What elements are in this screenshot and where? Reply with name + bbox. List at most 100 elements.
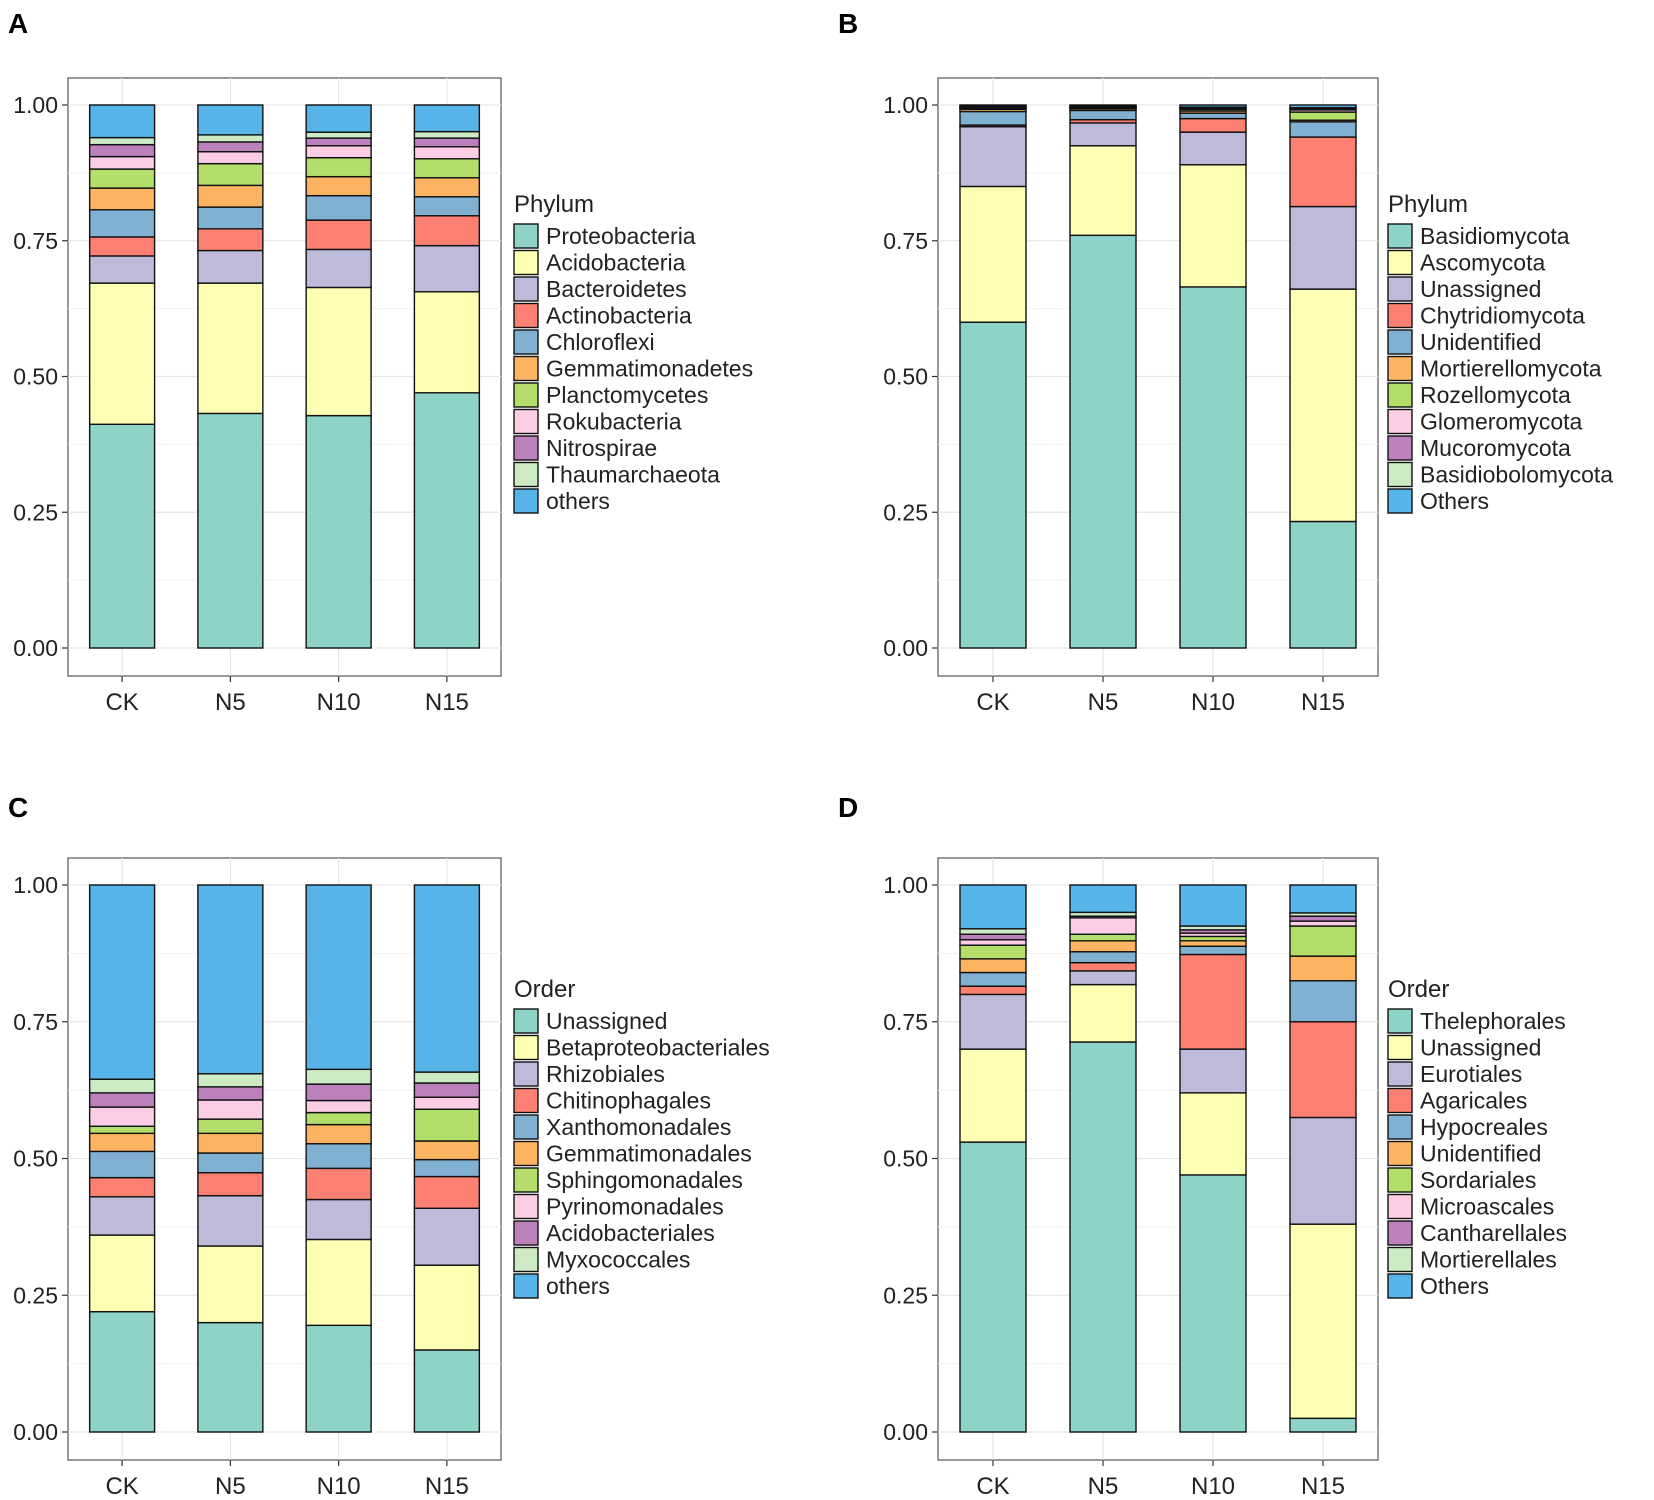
legend-swatch [513,461,539,488]
x-tick-label: N10 [317,1473,361,1500]
bar-segment-agaricales [1069,961,1137,972]
bar-segment-thelephorales [1069,1041,1137,1433]
legend-item-label: Chloroflexi [546,329,655,355]
legend-title: Order [1388,976,1449,1003]
bar-segment-sphingomonadales [197,1118,264,1135]
legend-item-label: others [546,488,610,514]
legend-item-label: Unidentified [1420,1141,1541,1167]
bar-segment-microascales [959,939,1027,946]
bar-segment-unassigned [305,1324,372,1433]
bar-segment-planctomycetes [197,162,264,187]
legend-swatch [1387,1114,1413,1140]
legend-item-label: Planctomycetes [546,382,708,408]
bar-segment-others [305,884,372,1071]
legend-item-label: Unassigned [1420,276,1541,302]
bar-segment-rokubacteria [413,146,481,160]
bar-segment-bacteroidetes [197,249,264,284]
legend-swatch [513,329,539,355]
legend-title: Phylum [1388,191,1468,218]
panel-label-d: D [838,792,859,823]
bar-segment-basidiomycota [1289,520,1357,649]
bar-segment-actinobacteria [305,219,372,251]
y-tick-label: 1.00 [13,92,58,118]
legend-item-label: Eurotiales [1420,1061,1522,1087]
bar-segment-xanthomonadales [88,1150,156,1179]
bar-segment-thaumarchaeota [305,131,372,139]
legend-swatch [1387,302,1413,329]
bar-segment-bacteroidetes [413,244,481,293]
legend-swatch [513,276,539,302]
bar-segment-proteobacteria [88,423,156,649]
bar-segment-others [959,884,1027,930]
bar-segment-acidobacteria [88,282,156,425]
legend-swatch [513,1220,539,1246]
legend-item-label: Agaricales [1420,1088,1527,1114]
legend-title: Order [514,976,575,1003]
chart-panel-a: 0.00 0.25 0.50 0.75 1.00 CK N5 N10 N15 Phylum Prot… [13,77,753,716]
bar-segment-unassigned [959,1048,1027,1143]
legend-item-label: Proteobacteria [546,223,696,249]
bar-segment-rhizobiales [88,1196,156,1236]
bar-segment-unassigned [1179,131,1247,166]
legend-swatch [513,1167,539,1193]
legend-item-label: Basidiomycota [1420,223,1570,249]
bar-segment-others [305,104,372,133]
bar-segment-others [197,104,264,136]
legend-item-label: Acidobacteria [546,250,686,276]
legend-swatch [513,1114,539,1140]
panel-label-b: B [838,8,859,39]
bar-segment-chitinophagales [197,1172,264,1197]
bar-segment-bacteroidetes [88,255,156,284]
y-tick-label: 0.50 [13,364,58,390]
bar-segment-sphingomonadales [413,1108,481,1142]
bar-segment-hypocreales [1289,980,1357,1023]
bar-segment-others [959,104,1027,107]
bar-segment-acidobacteria [197,282,264,415]
y-tick-label: 0.00 [13,1419,58,1445]
bar-segment-unassigned [197,1321,264,1433]
legend-swatch [1387,355,1413,382]
x-tick-label: N5 [215,689,246,716]
x-tick-label: N5 [1088,1473,1119,1500]
legend-swatch [1387,276,1413,302]
y-tick-label: 0.25 [883,499,928,525]
y-tick-label: 0.50 [883,364,928,390]
legend-item-label: Mucoromycota [1420,435,1571,461]
bar-segment-unidentified [1289,955,1357,982]
legend-item-label: Mortierellomycota [1420,356,1602,382]
legend-swatch [513,408,539,435]
bar-segment-chloroflexi [88,209,156,238]
y-tick-label: 0.75 [883,228,928,254]
bar-segment-chytridiomycota [1289,136,1357,208]
y-tick-label: 1.00 [883,92,928,118]
bar-segment-sphingomonadales [88,1125,156,1135]
y-tick-label: 0.00 [883,635,928,661]
bar-segment-mortierellales [959,928,1027,935]
legend-item-label: Unassigned [1420,1035,1541,1061]
bar-segment-unidentified [1289,121,1357,138]
bar-segment-unidentified [1179,112,1247,120]
legend-swatch [1387,488,1413,514]
bar-segment-cantharellales [959,933,1027,941]
bar-segment-proteobacteria [305,414,372,649]
bar-segment-ascomycota [1069,145,1137,237]
legend-swatch [1387,1008,1413,1034]
panel-label-a: A [8,8,29,39]
bar-segment-proteobacteria [197,412,264,649]
bar-segment-pyrinomonadales [88,1106,156,1127]
bar-segment-chitinophagales [413,1175,481,1209]
y-tick-label: 0.50 [13,1146,58,1172]
bar-segment-gemmatimonadales [197,1132,264,1154]
bar-segment-pyrinomonadales [197,1099,264,1120]
bar-segment-planctomycetes [88,168,156,189]
bar-segment-myxococcales [88,1078,156,1094]
x-tick-label: N5 [215,1473,246,1500]
legend-swatch [1387,1140,1413,1167]
bar-segment-microascales [1289,920,1357,927]
bar-segment-chloroflexi [413,196,481,217]
bar-segment-acidobacteria [305,286,372,417]
bar-segment-others [413,104,481,133]
bar-segment-others [413,884,481,1073]
x-tick-label: N15 [1301,1473,1345,1500]
legend-swatch [1387,1087,1413,1114]
